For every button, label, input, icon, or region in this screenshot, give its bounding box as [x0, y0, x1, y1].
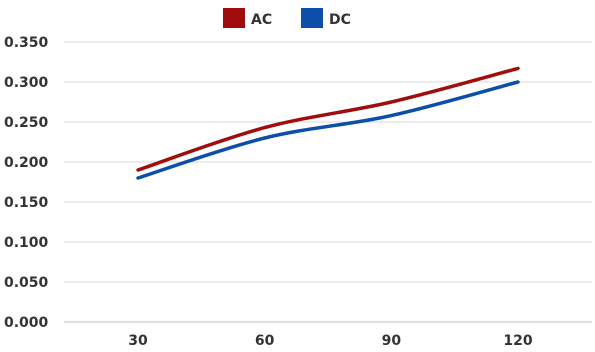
x-axis: 30 60 90 120	[64, 321, 592, 349]
y-tick-label: 0.150	[4, 195, 49, 211]
y-tick-label: 0.250	[4, 115, 49, 131]
y-tick-label: 0.350	[4, 35, 49, 51]
legend-swatch-dc	[301, 8, 323, 28]
x-tick-label: 120	[503, 333, 532, 349]
legend: AC DC	[223, 8, 351, 28]
y-tick-label: 0.100	[4, 235, 49, 251]
x-tick-label: 90	[382, 333, 402, 349]
y-tick-label: 0.000	[4, 315, 49, 331]
y-tick-label: 0.300	[4, 75, 49, 91]
legend-label-ac: AC	[251, 12, 272, 28]
series-lines	[136, 66, 520, 180]
y-tick-label: 0.050	[4, 275, 49, 291]
x-tick-label: 30	[128, 333, 148, 349]
series-line-dc	[136, 80, 520, 180]
x-tick-label: 60	[255, 333, 275, 349]
legend-label-dc: DC	[329, 12, 351, 28]
y-axis: 0.000 0.050 0.100 0.150 0.200 0.250 0.300 0.350	[4, 35, 49, 331]
legend-swatch-ac	[223, 8, 245, 28]
series-line-ac	[136, 66, 520, 172]
y-tick-label: 0.200	[4, 155, 49, 171]
grid-lines	[64, 41, 592, 283]
